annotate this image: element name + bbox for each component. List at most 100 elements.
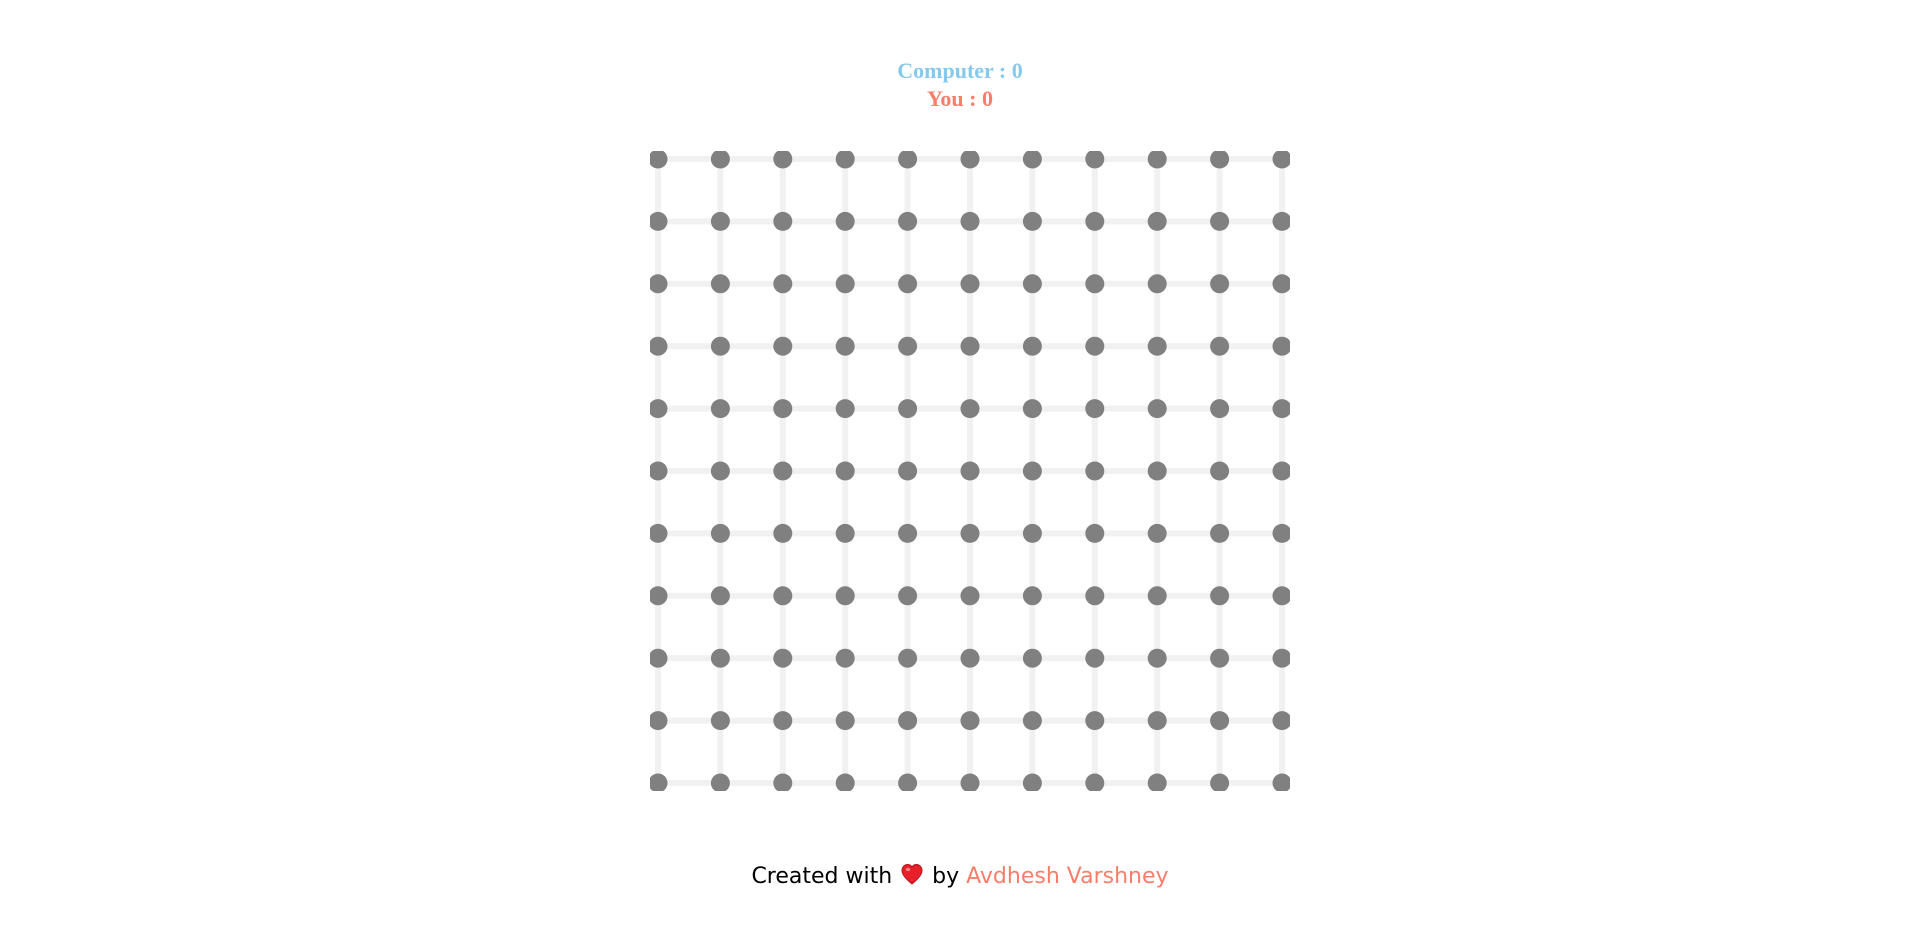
grid-dot [1272, 211, 1290, 231]
grid-dot [1272, 773, 1290, 791]
grid-dot [1210, 461, 1230, 481]
grid-dot [1022, 773, 1042, 791]
grid-dot [1085, 586, 1105, 606]
grid-dot [1210, 151, 1230, 169]
grid-dot [835, 523, 855, 543]
by-text: by [932, 864, 960, 889]
grid-dot [1085, 399, 1105, 419]
grid-dot [898, 336, 918, 356]
grid-dot [898, 399, 918, 419]
grid-dot [1147, 648, 1167, 668]
grid-dot [960, 399, 980, 419]
grid-dot [710, 399, 730, 419]
grid-dot [1085, 648, 1105, 668]
grid-dot [773, 211, 793, 231]
grid-dot [960, 274, 980, 294]
grid-dot [835, 336, 855, 356]
grid-dot [1085, 773, 1105, 791]
grid-dot [898, 151, 918, 169]
grid-dot [710, 274, 730, 294]
grid-dot [710, 711, 730, 731]
you-score: You : 0 [926, 86, 993, 111]
grid-dot [835, 711, 855, 731]
grid-dot [773, 274, 793, 294]
grid-dot [1022, 461, 1042, 481]
grid-dot [1272, 461, 1290, 481]
grid-dot [650, 711, 668, 731]
footer-credit: Created with by Avdhesh Varshney [0, 862, 1920, 894]
grid-dot [773, 399, 793, 419]
grid-dot [710, 336, 730, 356]
grid-dot [773, 461, 793, 481]
grid-dot [960, 461, 980, 481]
board-canvas[interactable] [650, 151, 1290, 791]
grid-dot [1147, 211, 1167, 231]
grid-dot [650, 336, 668, 356]
grid-dot [773, 336, 793, 356]
grid-dot [1085, 461, 1105, 481]
grid-dot [1147, 151, 1167, 169]
grid-dot [835, 211, 855, 231]
grid-dot [1210, 523, 1230, 543]
grid-dot [1022, 336, 1042, 356]
created-with-text: Created with [751, 864, 893, 889]
author-name[interactable]: Avdhesh Varshney [966, 864, 1169, 889]
grid-dot [898, 211, 918, 231]
grid-dot [1022, 151, 1042, 169]
grid-dot [1085, 336, 1105, 356]
grid-dot [1022, 274, 1042, 294]
grid-dot [1210, 648, 1230, 668]
grid-dot [960, 523, 980, 543]
grid-dot [1210, 773, 1230, 791]
grid-dot [1022, 711, 1042, 731]
grid-dot [650, 586, 668, 606]
grid-dot [1022, 399, 1042, 419]
grid-dot [1147, 523, 1167, 543]
grid-dot [1147, 336, 1167, 356]
grid-dot [1022, 586, 1042, 606]
grid-dot [1147, 274, 1167, 294]
grid-dot [1022, 523, 1042, 543]
grid-dot [1085, 211, 1105, 231]
grid-dot [1147, 399, 1167, 419]
grid-dot [835, 274, 855, 294]
grid-dot [710, 211, 730, 231]
grid-dot [1210, 274, 1230, 294]
grid-dot [650, 151, 668, 169]
grid-dot [960, 151, 980, 169]
grid-dot [650, 211, 668, 231]
grid-dot [773, 586, 793, 606]
grid-dot [1022, 648, 1042, 668]
grid-dot [1272, 648, 1290, 668]
grid-dot [898, 711, 918, 731]
grid-dot [1210, 399, 1230, 419]
grid-dot [1210, 586, 1230, 606]
grid-dot [898, 523, 918, 543]
grid-dot [1085, 274, 1105, 294]
grid-dot [898, 274, 918, 294]
grid-dot [835, 773, 855, 791]
grid-dot [960, 211, 980, 231]
grid-dot [1085, 151, 1105, 169]
grid-dot [1272, 151, 1290, 169]
grid-dot [1272, 711, 1290, 731]
grid-dot [1272, 586, 1290, 606]
grid-dot [835, 648, 855, 668]
grid-dot [1210, 336, 1230, 356]
grid-dot [650, 773, 668, 791]
grid-dot [1210, 711, 1230, 731]
grid-dot [835, 461, 855, 481]
grid-dot [898, 586, 918, 606]
grid-dot [898, 773, 918, 791]
grid-dot [1022, 211, 1042, 231]
grid-dot [710, 773, 730, 791]
game-board[interactable] [650, 151, 1290, 791]
grid-dot [1147, 461, 1167, 481]
grid-dot [960, 711, 980, 731]
grid-dot [898, 461, 918, 481]
heart-icon [900, 863, 924, 894]
grid-dot [835, 399, 855, 419]
grid-dot [960, 773, 980, 791]
grid-dot [960, 648, 980, 668]
grid-dot [1147, 773, 1167, 791]
